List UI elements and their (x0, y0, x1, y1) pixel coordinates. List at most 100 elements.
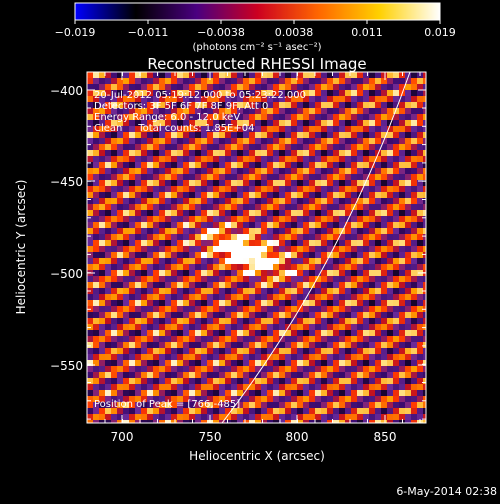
image-pixel (99, 162, 106, 169)
image-pixel (255, 282, 262, 289)
image-pixel (249, 90, 256, 97)
image-pixel (177, 330, 184, 337)
image-pixel (327, 162, 334, 169)
image-pixel (333, 336, 340, 343)
image-pixel (393, 312, 400, 319)
image-pixel (399, 234, 406, 241)
image-pixel (405, 102, 412, 109)
image-pixel (345, 72, 352, 79)
image-pixel (411, 240, 418, 247)
image-pixel (243, 378, 250, 385)
image-pixel (99, 246, 106, 253)
image-pixel (369, 258, 376, 265)
image-pixel (315, 324, 322, 331)
image-pixel (309, 294, 316, 301)
image-pixel (297, 210, 304, 217)
image-pixel (363, 264, 370, 271)
image-pixel (105, 270, 112, 277)
image-pixel (351, 186, 358, 193)
image-pixel (231, 156, 238, 163)
image-pixel (297, 342, 304, 349)
image-pixel (303, 114, 310, 121)
image-pixel (417, 108, 424, 115)
image-pixel (201, 234, 208, 241)
image-pixel (303, 372, 310, 379)
image-pixel (321, 132, 328, 139)
image-pixel (225, 150, 232, 157)
image-pixel (249, 300, 256, 307)
image-pixel (219, 132, 226, 139)
image-pixel (147, 186, 154, 193)
image-pixel (351, 396, 358, 403)
image-pixel (339, 360, 346, 367)
image-pixel (291, 288, 298, 295)
image-pixel (243, 120, 250, 127)
image-pixel (171, 378, 178, 385)
image-pixel (141, 78, 148, 85)
image-pixel (399, 108, 406, 115)
image-pixel (273, 354, 280, 361)
image-pixel (111, 126, 118, 133)
image-pixel (303, 258, 310, 265)
image-pixel (375, 102, 382, 109)
image-pixel (357, 252, 364, 259)
image-pixel (93, 78, 100, 85)
image-pixel (303, 318, 310, 325)
image-pixel (147, 234, 154, 241)
image-pixel (381, 114, 388, 121)
image-pixel (213, 408, 220, 415)
image-pixel (261, 420, 268, 423)
image-pixel (87, 150, 94, 157)
image-pixel (159, 324, 166, 331)
image-pixel (327, 414, 334, 421)
image-pixel (93, 414, 100, 421)
image-pixel (363, 270, 370, 277)
image-pixel (327, 180, 334, 187)
image-pixel (99, 174, 106, 181)
image-pixel (99, 96, 106, 103)
image-pixel (351, 312, 358, 319)
image-pixel (381, 90, 388, 97)
image-pixel (225, 234, 232, 241)
image-pixel (117, 306, 124, 313)
image-pixel (117, 300, 124, 307)
image-pixel (147, 336, 154, 343)
image-pixel (99, 288, 106, 295)
image-pixel (321, 216, 328, 223)
image-pixel (387, 240, 394, 247)
image-pixel (177, 264, 184, 271)
image-pixel (285, 174, 292, 181)
image-pixel (339, 294, 346, 301)
image-pixel (105, 276, 112, 283)
image-pixel (291, 336, 298, 343)
image-pixel (273, 72, 280, 79)
image-pixel (225, 198, 232, 205)
image-pixel (417, 192, 424, 199)
image-pixel (363, 354, 370, 361)
image-pixel (279, 186, 286, 193)
image-pixel (231, 300, 238, 307)
image-pixel (105, 294, 112, 301)
image-pixel (237, 102, 244, 109)
image-pixel (231, 264, 238, 271)
image-pixel (309, 366, 316, 373)
image-pixel (315, 102, 322, 109)
image-pixel (393, 270, 400, 277)
image-pixel (135, 402, 142, 409)
image-pixel (141, 126, 148, 133)
image-pixel (183, 246, 190, 253)
image-pixel (219, 126, 226, 133)
image-pixel (267, 240, 274, 247)
image-pixel (147, 384, 154, 391)
image-pixel (111, 318, 118, 325)
image-pixel (243, 102, 250, 109)
image-pixel (207, 222, 214, 229)
image-pixel (123, 108, 130, 115)
image-pixel (303, 306, 310, 313)
image-pixel (159, 318, 166, 325)
image-pixel (417, 372, 424, 379)
image-pixel (189, 222, 196, 229)
image-pixel (363, 102, 370, 109)
image-pixel (141, 276, 148, 283)
image-pixel (303, 354, 310, 361)
